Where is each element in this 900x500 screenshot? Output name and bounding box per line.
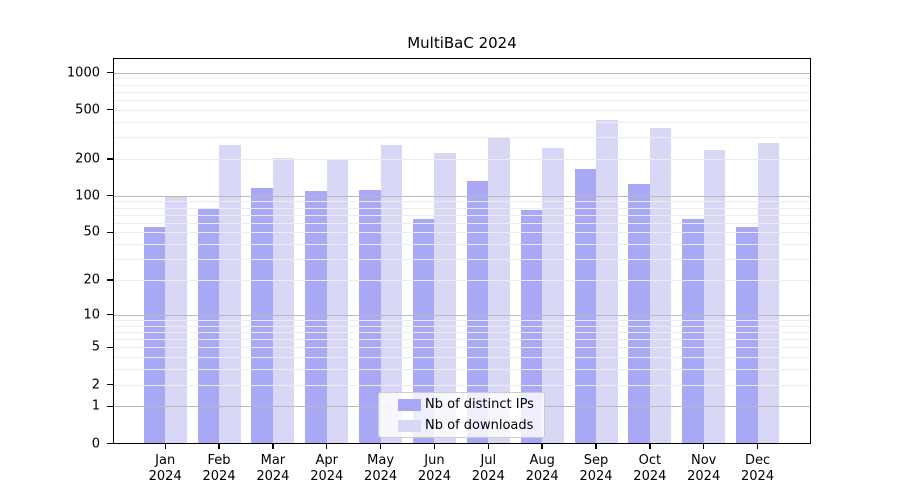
bar-downloads bbox=[326, 159, 349, 444]
bar-distinct-ips bbox=[574, 169, 596, 444]
bar-distinct-ips bbox=[305, 190, 327, 444]
bar-downloads bbox=[165, 195, 187, 444]
bar-distinct-ips bbox=[628, 184, 650, 444]
y-tick-label: 50 bbox=[83, 224, 100, 240]
bar-downloads bbox=[380, 145, 403, 444]
y-tick-label: 2 bbox=[91, 377, 100, 393]
y-tick bbox=[106, 71, 114, 74]
legend-swatch-distinct-ips bbox=[398, 398, 421, 411]
x-tick-label: Jun 2024 bbox=[417, 452, 451, 485]
legend-label-downloads: Nb of downloads bbox=[425, 418, 534, 433]
bar-downloads bbox=[219, 145, 241, 444]
x-tick-label: Oct 2024 bbox=[633, 452, 667, 485]
bar-distinct-ips bbox=[466, 180, 489, 444]
y-tick bbox=[106, 442, 114, 445]
x-tick-label: Aug 2024 bbox=[525, 452, 559, 485]
legend-item-downloads: Nb of downloads bbox=[398, 415, 544, 436]
x-tick bbox=[379, 443, 382, 449]
x-tick-label: Feb 2024 bbox=[202, 452, 236, 485]
bar-downloads bbox=[488, 136, 510, 444]
y-tick-label: 200 bbox=[75, 151, 100, 167]
x-tick bbox=[218, 443, 220, 449]
x-tick-label: May 2024 bbox=[364, 452, 398, 485]
y-tick-label: 10 bbox=[83, 307, 100, 323]
y-tick-label: 1 bbox=[91, 398, 100, 414]
legend-swatch-downloads bbox=[398, 419, 421, 432]
x-tick bbox=[164, 443, 166, 449]
x-tick bbox=[703, 443, 705, 449]
y-tick-label: 100 bbox=[75, 188, 100, 204]
bar-distinct-ips bbox=[736, 227, 758, 444]
bar-distinct-ips bbox=[682, 219, 704, 444]
chart-title: MultiBaC 2024 bbox=[407, 34, 517, 52]
x-tick-label: Jul 2024 bbox=[471, 452, 505, 485]
x-tick bbox=[433, 443, 436, 449]
y-tick bbox=[106, 314, 114, 316]
y-tick-label: 0 bbox=[91, 436, 100, 451]
grid-line bbox=[113, 100, 811, 102]
bar-downloads bbox=[542, 148, 564, 444]
y-tick bbox=[106, 231, 114, 234]
x-tick-label: Mar 2024 bbox=[256, 452, 290, 485]
x-tick bbox=[487, 443, 489, 449]
grid-line bbox=[113, 72, 811, 74]
x-tick-label: Jan 2024 bbox=[148, 452, 182, 485]
x-tick bbox=[272, 443, 274, 449]
bar-distinct-ips bbox=[197, 208, 220, 444]
grid-line bbox=[113, 91, 811, 93]
x-tick-label: Apr 2024 bbox=[310, 452, 344, 485]
bar-distinct-ips bbox=[251, 188, 273, 444]
y-tick bbox=[106, 279, 114, 281]
y-tick-label: 20 bbox=[83, 272, 100, 288]
legend-label-distinct-ips: Nb of distinct IPs bbox=[425, 397, 534, 412]
x-tick-label: Sep 2024 bbox=[579, 452, 613, 485]
bar-downloads bbox=[596, 119, 618, 444]
grid-line bbox=[113, 109, 811, 111]
y-tick bbox=[106, 195, 114, 197]
y-tick bbox=[106, 383, 114, 386]
y-tick bbox=[106, 158, 114, 160]
y-tick-label: 500 bbox=[75, 102, 100, 118]
x-tick bbox=[595, 443, 597, 449]
y-tick-label: 1000 bbox=[66, 65, 100, 81]
grid-line bbox=[113, 121, 811, 123]
legend-item-distinct-ips: Nb of distinct IPs bbox=[398, 394, 544, 415]
x-tick-label: Nov 2024 bbox=[687, 452, 721, 485]
x-tick bbox=[541, 443, 543, 449]
x-tick-label: Dec 2024 bbox=[741, 452, 775, 485]
legend: Nb of distinct IPs Nb of downloads bbox=[378, 392, 545, 438]
bar-downloads bbox=[703, 149, 726, 444]
y-tick bbox=[106, 405, 114, 407]
y-tick bbox=[106, 346, 114, 348]
bar-downloads bbox=[649, 127, 672, 444]
bar-downloads bbox=[757, 143, 780, 444]
bar-downloads bbox=[272, 157, 295, 444]
bar-distinct-ips bbox=[359, 190, 381, 444]
grid-line bbox=[113, 137, 811, 139]
bar-downloads bbox=[434, 153, 456, 444]
grid-line bbox=[113, 78, 811, 80]
grid-line bbox=[113, 84, 811, 86]
bar-distinct-ips bbox=[143, 227, 166, 444]
bar-distinct-ips bbox=[412, 219, 435, 444]
x-tick bbox=[649, 443, 651, 449]
y-tick-label: 5 bbox=[91, 339, 100, 355]
x-tick bbox=[326, 443, 328, 449]
x-tick bbox=[756, 443, 759, 449]
y-tick bbox=[106, 109, 114, 111]
